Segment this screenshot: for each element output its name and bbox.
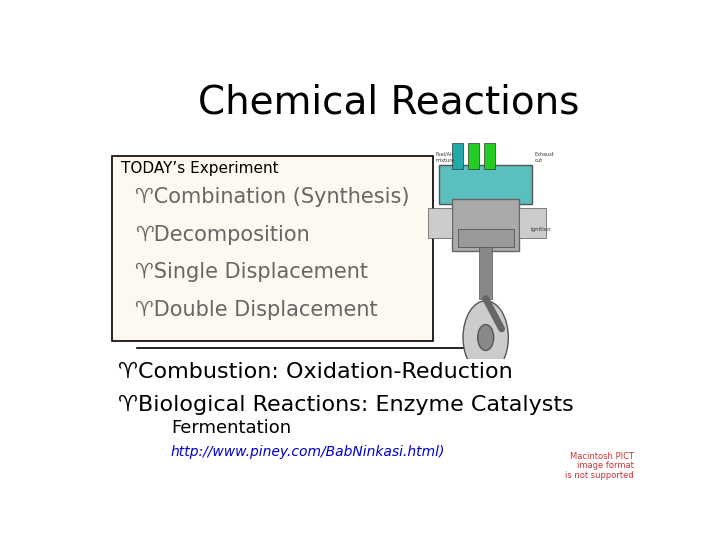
Bar: [469, 143, 479, 169]
Circle shape: [477, 325, 494, 350]
Bar: [458, 230, 513, 247]
Text: ♈Combination (Synthesis): ♈Combination (Synthesis): [135, 187, 409, 207]
FancyBboxPatch shape: [112, 156, 433, 341]
Text: ♈Biological Reactions: Enzyme Catalysts: ♈Biological Reactions: Enzyme Catalysts: [118, 395, 574, 415]
Bar: [428, 208, 452, 238]
Bar: [479, 247, 492, 299]
Text: Fermentation: Fermentation: [171, 419, 291, 437]
Text: Chemical Reactions: Chemical Reactions: [198, 84, 579, 122]
Bar: [452, 143, 463, 169]
Bar: [485, 143, 495, 169]
Text: is not supported: is not supported: [565, 471, 634, 480]
Bar: [519, 208, 546, 238]
Text: http://www.piney.com/BabNinkasi.html): http://www.piney.com/BabNinkasi.html): [171, 446, 445, 459]
Text: Exhaust
out: Exhaust out: [535, 152, 554, 163]
Text: ♈Single Displacement: ♈Single Displacement: [135, 262, 368, 282]
Text: ♈Combustion: Oxidation-Reduction: ♈Combustion: Oxidation-Reduction: [118, 362, 513, 382]
Bar: [452, 199, 519, 251]
Text: Fuel/Air
mixture: Fuel/Air mixture: [435, 152, 454, 163]
Text: Ignition: Ignition: [531, 227, 551, 232]
Text: ♈Double Displacement: ♈Double Displacement: [135, 300, 377, 320]
Text: Macintosh PICT: Macintosh PICT: [570, 453, 634, 461]
Text: image format: image format: [577, 462, 634, 470]
Circle shape: [463, 301, 508, 374]
Text: TODAY’s Experiment: TODAY’s Experiment: [121, 161, 279, 176]
Text: ♈Decomposition: ♈Decomposition: [135, 225, 310, 245]
Bar: [439, 165, 532, 204]
